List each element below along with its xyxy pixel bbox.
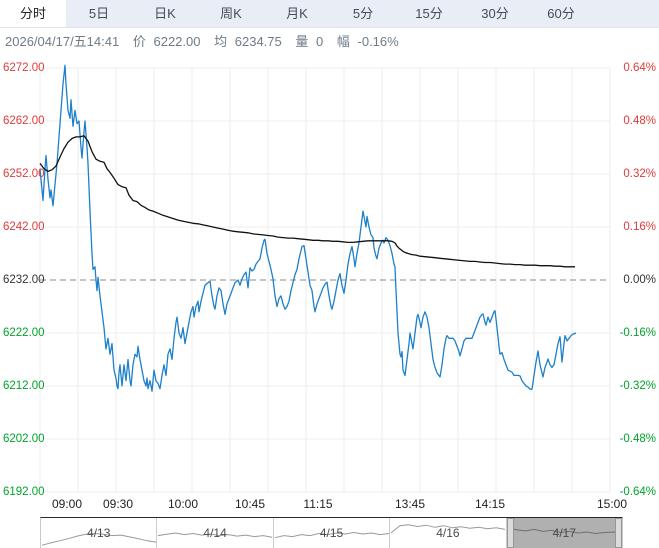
x-axis-time-label: 11:15 [303, 497, 333, 511]
navigator-section[interactable]: 4/16 [390, 518, 507, 548]
x-axis-time-label: 15:00 [596, 497, 628, 511]
y-axis-percent-label: 0.32% [623, 168, 656, 180]
x-axis-time-label: 09:30 [102, 497, 134, 511]
period-tab[interactable]: 分时 [0, 0, 66, 27]
price-value: 6222.00 [153, 34, 201, 49]
y-axis-price-label: 6242.00 [3, 221, 45, 233]
change-label: 幅 [336, 34, 350, 49]
status-bar: 2026/04/17/五14:41 价 6222.00 均 6234.75 量 … [0, 28, 659, 56]
navigator-sparkline [158, 532, 273, 538]
price-line [39, 64, 577, 392]
sparkline-path [507, 527, 622, 535]
x-axis-time-label: 13:45 [394, 497, 426, 511]
y-axis-price-label: 6222.00 [3, 327, 45, 339]
sparkline-path [390, 524, 506, 534]
navigator-sparkline [41, 532, 157, 546]
period-tab[interactable]: 60分 [547, 6, 575, 21]
period-tab[interactable]: 5日 [88, 6, 110, 21]
navigator-sparkline [274, 531, 389, 539]
period-tab[interactable]: 5分 [352, 6, 374, 21]
y-axis-percent-label: 0.48% [623, 115, 656, 127]
volume-value: 0 [316, 34, 324, 49]
navigator-section[interactable]: 4/13 [41, 518, 158, 548]
y-axis-price-label: 6262.00 [3, 115, 45, 127]
y-axis-price-label: 6202.00 [3, 433, 45, 445]
sparkline-path [274, 531, 389, 539]
status-datetime: 2026/04/17/五14:41 [5, 34, 120, 49]
period-tab[interactable]: 周K [220, 6, 242, 21]
navigator-sparkline [507, 527, 622, 535]
avg-value: 6234.75 [234, 34, 282, 49]
x-axis-time-label: 09:00 [51, 497, 83, 511]
y-axis-percent-label: 0.00% [623, 274, 656, 286]
period-tab[interactable]: 月K [286, 6, 308, 21]
chart-period-tabbar: 分时 5日 日K 周K 月K 5分 15分 30分 60分 [0, 0, 659, 28]
navigator-sparkline [390, 524, 506, 534]
sparkline-path [158, 532, 273, 538]
y-axis-percent-label: 0.16% [623, 221, 656, 233]
volume-label: 量 [295, 34, 309, 49]
y-axis-price-label: 6212.00 [3, 380, 45, 392]
y-axis-price-label: 6192.00 [3, 486, 45, 498]
navigator-date-label: 4/15 [319, 526, 344, 540]
navigator-date-label: 4/13 [87, 526, 111, 540]
x-axis-time-label: 10:45 [234, 497, 266, 511]
navigator-handle-left[interactable] [506, 518, 514, 548]
y-axis-price-label: 6272.00 [3, 62, 45, 74]
navigator-handle-right[interactable] [615, 518, 623, 548]
date-navigator: 4/13 4/14 4/15 4/16 4/17 [40, 517, 623, 548]
y-axis-price-label: 6232.00 [3, 274, 45, 286]
price-label: 价 [132, 34, 146, 49]
y-axis-percent-label: -0.32% [619, 380, 656, 392]
y-axis-percent-label: -0.48% [619, 433, 656, 445]
price-plot [39, 64, 611, 493]
y-axis-percent-label: -0.16% [619, 327, 656, 339]
period-tab[interactable]: 15分 [415, 6, 443, 21]
period-tab[interactable]: 30分 [481, 6, 509, 21]
navigator-date-label: 4/17 [552, 526, 576, 540]
avg-label: 均 [214, 34, 228, 49]
x-axis-time-label: 10:00 [167, 497, 199, 511]
change-value: -0.16% [357, 34, 399, 49]
navigator-date-label: 4/14 [203, 526, 227, 540]
navigator-section[interactable]: 4/15 [274, 518, 391, 548]
navigator-date-label: 4/16 [436, 526, 460, 540]
y-axis-percent-label: 0.64% [623, 62, 656, 74]
navigator-section[interactable]: 4/17 [506, 518, 623, 548]
y-axis-percent-label: -0.64% [619, 486, 656, 498]
x-axis-time-label: 14:15 [474, 497, 506, 511]
y-axis-price-label: 6252.00 [3, 168, 45, 180]
intraday-chart-area[interactable]: 6272.00 6262.00 6252.00 6242.00 6232.00 6222.… [0, 56, 659, 517]
period-tab[interactable]: 日K [154, 6, 176, 21]
navigator-section[interactable]: 4/14 [157, 518, 274, 548]
average-line [39, 135, 575, 268]
sparkline-path [41, 532, 157, 546]
